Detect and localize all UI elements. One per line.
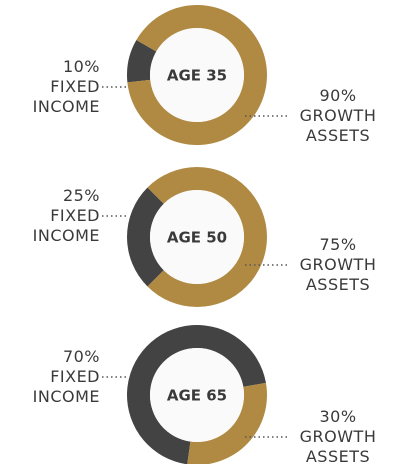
legend-label: 75% GROWTH ASSETS	[290, 235, 386, 295]
donut-slice	[187, 382, 267, 464]
value-label: 25%	[62, 186, 100, 205]
category-label: GROWTH ASSETS	[299, 427, 377, 464]
category-label: FIXED INCOME	[32, 206, 101, 245]
legend-label: 30% GROWTH ASSETS	[290, 407, 386, 464]
donut-slice	[127, 325, 266, 464]
donut-title: AGE 65	[167, 387, 227, 405]
donut-title: AGE 35	[167, 67, 227, 85]
donut-slice	[127, 5, 267, 145]
donut-title: AGE 50	[167, 229, 227, 247]
category-label: FIXED INCOME	[32, 367, 101, 406]
value-label: 70%	[62, 347, 100, 366]
category-label: FIXED INCOME	[32, 77, 101, 116]
value-label: 90%	[319, 86, 357, 105]
donut-hole	[150, 348, 244, 442]
category-label: GROWTH ASSETS	[299, 106, 377, 145]
legend-label: 25% FIXED INCOME	[0, 186, 100, 246]
value-label: 75%	[319, 235, 357, 254]
legend-label: 10% FIXED INCOME	[0, 57, 100, 117]
donut-slice	[127, 187, 164, 287]
value-label: 30%	[319, 407, 357, 426]
donut-slice	[127, 40, 157, 83]
donut-slice	[147, 167, 267, 307]
legend-label: 70% FIXED INCOME	[0, 347, 100, 407]
category-label: GROWTH ASSETS	[299, 255, 377, 294]
donut-hole	[150, 190, 244, 284]
value-label: 10%	[62, 57, 100, 76]
legend-label: 90% GROWTH ASSETS	[290, 86, 386, 146]
donut-hole	[150, 28, 244, 122]
